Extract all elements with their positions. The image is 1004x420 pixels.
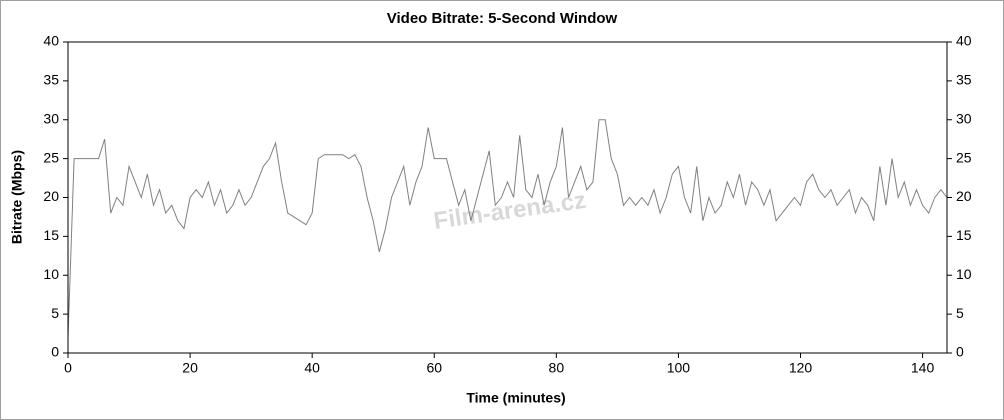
plot-frame (67, 41, 948, 354)
x-axis-label: Time (minutes) (466, 390, 565, 406)
chart-title: Video Bitrate: 5-Second Window (387, 10, 618, 27)
x-tick-label: 40 (304, 360, 320, 376)
x-tick-label: 60 (426, 360, 442, 376)
y-tick-label: 40 (43, 33, 59, 49)
y-tick-label: 5 (51, 305, 59, 321)
y2-tick-label: 5 (956, 305, 964, 321)
y2-tick-label: 10 (956, 266, 972, 282)
y-tick-label: 30 (43, 110, 59, 126)
x-tick-label: 20 (182, 360, 198, 376)
y-tick-label: 10 (43, 266, 59, 282)
y2-tick-label: 25 (956, 149, 972, 165)
x-tick-label: 120 (789, 360, 813, 376)
y-tick-label: 35 (43, 72, 59, 88)
y-tick-label: 15 (43, 227, 59, 243)
y2-tick-label: 30 (956, 110, 972, 126)
y2-tick-label: 15 (956, 227, 972, 243)
x-tick-label: 80 (549, 360, 565, 376)
y2-tick-label: 35 (956, 72, 972, 88)
y-axis-label: Bitrate (Mbps) (9, 150, 25, 244)
x-tick-label: 100 (667, 360, 691, 376)
y-tick-label: 20 (43, 188, 59, 204)
y-tick-label: 0 (51, 344, 59, 360)
x-tick-label: 0 (64, 360, 72, 376)
data-line (67, 119, 948, 338)
x-tick-label: 140 (911, 360, 935, 376)
y2-tick-label: 20 (956, 188, 972, 204)
y2-tick-label: 40 (956, 33, 972, 49)
y-tick-label: 25 (43, 149, 59, 165)
y2-tick-label: 0 (956, 344, 964, 360)
